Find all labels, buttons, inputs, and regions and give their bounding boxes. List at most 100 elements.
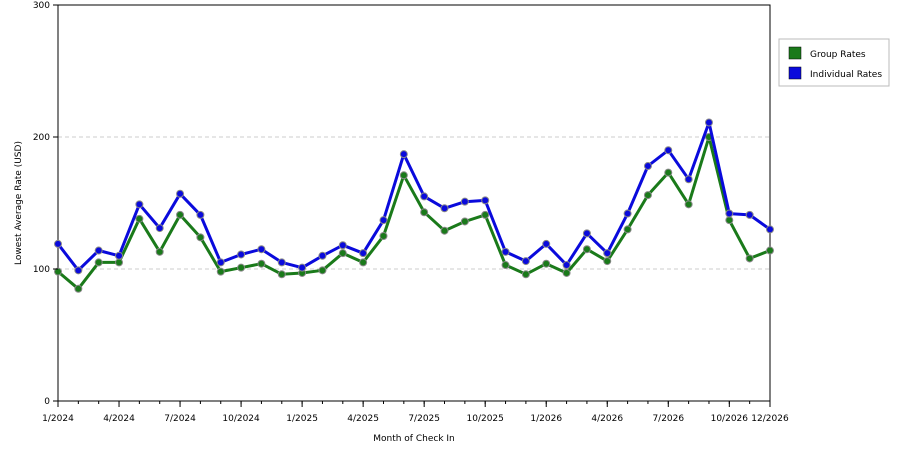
gridlines [58,136,770,270]
legend-label-group-rates: Group Rates [810,50,866,60]
data-point [623,209,632,218]
data-point [257,259,266,268]
y-tick-label: 0 [44,397,50,407]
data-point [155,247,164,256]
data-point [176,189,185,198]
data-point [582,245,591,254]
data-point [135,214,144,223]
legend-label-individual-rates: Individual Rates [810,70,882,80]
data-point [338,249,347,258]
y-tick-label: 300 [33,1,50,11]
data-point [481,210,490,219]
data-point [257,245,266,254]
data-point [399,150,408,159]
data-point [338,241,347,250]
data-point [74,284,83,293]
data-point [582,229,591,238]
data-point [460,217,469,226]
x-tick-label: 1/2024 [42,414,74,424]
data-point [54,267,62,276]
x-tick-label: 7/2024 [164,414,196,424]
data-point [420,192,429,201]
x-tick-label: 10/2025 [467,414,504,424]
data-point [399,171,408,180]
data-point [542,259,551,268]
x-axis-label: Month of Check In [373,434,455,444]
data-point [664,146,673,155]
data-point [420,208,429,217]
x-tick-label: 1/2026 [530,414,562,424]
data-point [501,247,510,256]
data-point [725,216,734,225]
data-point [155,224,164,233]
data-point [704,118,713,127]
legend: Group Rates Individual Rates [778,38,890,87]
series-line [56,121,771,272]
y-axis-label: Lowest Average Rate (USD) [14,141,24,265]
data-point [196,233,205,242]
x-tick-label: 7/2026 [652,414,684,424]
data-point [745,254,754,263]
data-point [277,270,286,279]
data-point [54,239,62,248]
data-point [623,225,632,234]
data-point [379,216,388,225]
data-point [196,210,205,219]
data-point [277,258,286,267]
data-point [684,200,693,209]
x-tick-label: 4/2026 [591,414,623,424]
data-point [440,204,449,213]
x-tick-label: 10/2024 [222,414,260,424]
plot-area [57,4,771,402]
data-point [440,226,449,235]
y-axis-ticks: 0 100 200 300 [33,1,58,407]
y-tick-label: 100 [33,265,50,275]
legend-swatch-group-rates [788,46,802,60]
data-point [94,258,103,267]
data-point [481,196,490,205]
data-point [766,225,774,234]
data-point [318,251,327,260]
data-point [745,210,754,219]
data-point [237,250,246,259]
series-individual-rates [54,118,774,275]
data-point [115,258,124,267]
data-point [135,200,144,209]
x-tick-label: 4/2024 [103,414,135,424]
data-point [379,232,388,240]
data-point [318,266,327,275]
data-point [216,258,225,267]
data-point [460,197,469,206]
data-point [603,257,612,266]
data-point [643,191,652,200]
data-point [176,210,185,219]
x-tick-label: 4/2025 [347,414,379,424]
x-tick-label: 12/2026 [751,414,789,424]
data-point [115,251,124,260]
series-layer [54,118,774,293]
data-point [766,246,774,255]
data-point [521,270,530,279]
data-point [501,261,510,270]
data-point [562,268,571,277]
series-line [57,135,771,291]
data-point [74,266,83,275]
data-point [664,168,673,177]
data-point [521,257,530,266]
legend-swatch-individual-rates [788,66,802,80]
x-axis-ticks: 1/2024 4/2024 7/2024 10/2024 1/2025 4/2025 7/2… [42,401,789,424]
plot-border [57,4,771,402]
data-point [643,162,652,171]
data-point [237,263,246,272]
data-point [603,249,612,258]
data-point [542,239,551,248]
data-point [725,209,734,218]
data-point [684,175,693,184]
data-point [562,261,571,270]
y-tick-label: 200 [33,133,50,143]
x-tick-label: 10/2026 [711,414,749,424]
series-group-rates [54,133,774,293]
data-point [298,263,307,272]
data-point [216,267,225,276]
